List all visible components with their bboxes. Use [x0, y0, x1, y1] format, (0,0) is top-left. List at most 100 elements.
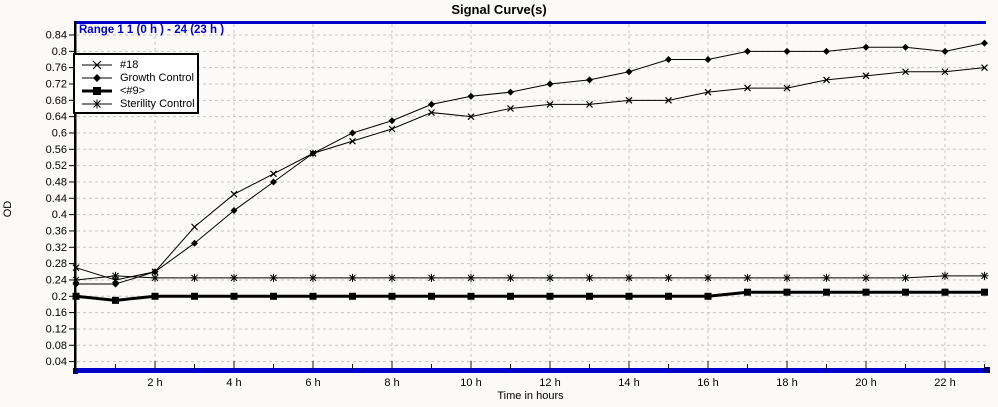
x-marker — [191, 223, 198, 231]
asterisk-marker-icon — [82, 99, 112, 108]
diamond-marker — [309, 149, 317, 157]
square-marker — [546, 292, 554, 300]
diamond-marker — [783, 47, 791, 55]
square-marker-icon — [82, 86, 112, 95]
y-tick-label: 0.76 — [46, 62, 67, 74]
x-marker — [388, 125, 396, 133]
asterisk-marker — [467, 273, 475, 282]
y-tick-label: 0.64 — [46, 111, 67, 123]
square-marker — [586, 292, 593, 300]
x-marker — [546, 100, 554, 108]
x-marker — [270, 170, 277, 178]
square-marker — [981, 288, 988, 296]
asterisk-marker — [783, 273, 791, 282]
asterisk-marker — [625, 273, 633, 282]
diamond-marker — [112, 280, 119, 288]
series-line-growth-control — [76, 42, 985, 285]
square-marker — [704, 292, 712, 300]
plot-top-border — [75, 21, 986, 24]
legend-label: #18 — [120, 58, 139, 71]
x-marker — [625, 96, 633, 104]
y-axis-title: OD — [2, 200, 14, 218]
x-marker — [665, 96, 672, 104]
chart-legend: #18 Growth Control <#9> Sterility Contro… — [73, 53, 199, 114]
square-marker — [467, 292, 475, 300]
x-marker — [230, 190, 238, 198]
series-line-sterility-control — [75, 275, 985, 281]
asterisk-marker — [506, 273, 515, 282]
square-marker — [151, 292, 159, 300]
square-marker — [783, 288, 791, 296]
y-tick-label: 0.24 — [46, 274, 67, 286]
diamond-marker — [428, 100, 435, 108]
x-marker — [507, 105, 514, 112]
legend-label: Sterility Control — [120, 97, 195, 110]
x-axis-title: Time in hours — [497, 390, 564, 402]
asterisk-marker — [980, 271, 989, 280]
diamond-marker — [625, 68, 633, 76]
asterisk-marker — [585, 273, 594, 282]
y-tick-label: 0.72 — [46, 78, 67, 90]
diamond-marker-icon — [82, 73, 112, 82]
asterisk-marker — [862, 273, 870, 282]
x-marker-icon — [82, 60, 112, 69]
square-marker — [625, 292, 633, 300]
x-tick-label: 10 h — [460, 377, 481, 389]
y-tick-label: 0.68 — [46, 95, 67, 107]
x-marker — [586, 100, 593, 108]
y-tick-label: 0.4 — [52, 209, 67, 221]
series-line-18 — [75, 67, 985, 281]
square-marker — [902, 288, 909, 296]
x-marker — [467, 113, 475, 121]
diamond-marker — [704, 55, 712, 63]
x-marker — [941, 68, 949, 76]
asterisk-marker — [72, 275, 80, 284]
asterisk-marker — [190, 273, 199, 282]
x-marker — [823, 76, 830, 84]
diamond-marker — [586, 76, 593, 84]
y-tick-label: 0.6 — [52, 127, 67, 139]
diamond-marker — [546, 80, 554, 88]
square-marker — [388, 292, 396, 300]
y-tick-label: 0.56 — [46, 144, 67, 156]
square-marker — [428, 292, 435, 300]
y-tick-label: 0.44 — [46, 193, 67, 205]
diamond-marker — [270, 178, 277, 186]
diamond-marker — [744, 47, 751, 55]
square-marker — [862, 288, 870, 296]
diamond-marker — [941, 47, 949, 55]
y-tick-label: 0.36 — [46, 225, 67, 237]
x-tick-label: 14 h — [618, 377, 639, 389]
y-tick-label: 0.84 — [46, 30, 67, 42]
x-tick-label: 8 h — [384, 377, 399, 389]
y-tick-label: 0.12 — [46, 323, 67, 335]
y-tick-label: 0.48 — [46, 176, 67, 188]
y-tick-label: 0.8 — [52, 46, 67, 58]
x-tick-label: 4 h — [226, 377, 241, 389]
border-cap-right — [984, 367, 990, 373]
asterisk-marker — [230, 273, 238, 282]
x-tick-label: 2 h — [147, 377, 162, 389]
x-tick-label: 20 h — [855, 377, 876, 389]
x-marker — [862, 72, 870, 80]
asterisk-marker — [348, 273, 357, 282]
diamond-marker — [388, 117, 396, 125]
legend-item-sterility-control: Sterility Control — [75, 97, 197, 110]
asterisk-marker — [111, 271, 120, 280]
range-label: Range 1 1 (0 h ) - 24 (23 h ) — [79, 24, 225, 36]
square-marker — [665, 292, 672, 300]
x-marker — [902, 68, 909, 76]
square-marker — [270, 292, 277, 300]
y-tick-label: 0.52 — [46, 160, 67, 172]
square-marker — [823, 288, 830, 296]
x-marker — [72, 264, 80, 272]
diamond-marker — [981, 39, 988, 47]
asterisk-marker — [901, 273, 910, 282]
x-marker — [783, 84, 791, 92]
asterisk-marker — [269, 273, 278, 282]
legend-label: Growth Control — [120, 71, 194, 84]
asterisk-marker — [743, 273, 752, 282]
plot-bottom-border — [75, 368, 988, 373]
x-tick-label: 12 h — [539, 377, 560, 389]
